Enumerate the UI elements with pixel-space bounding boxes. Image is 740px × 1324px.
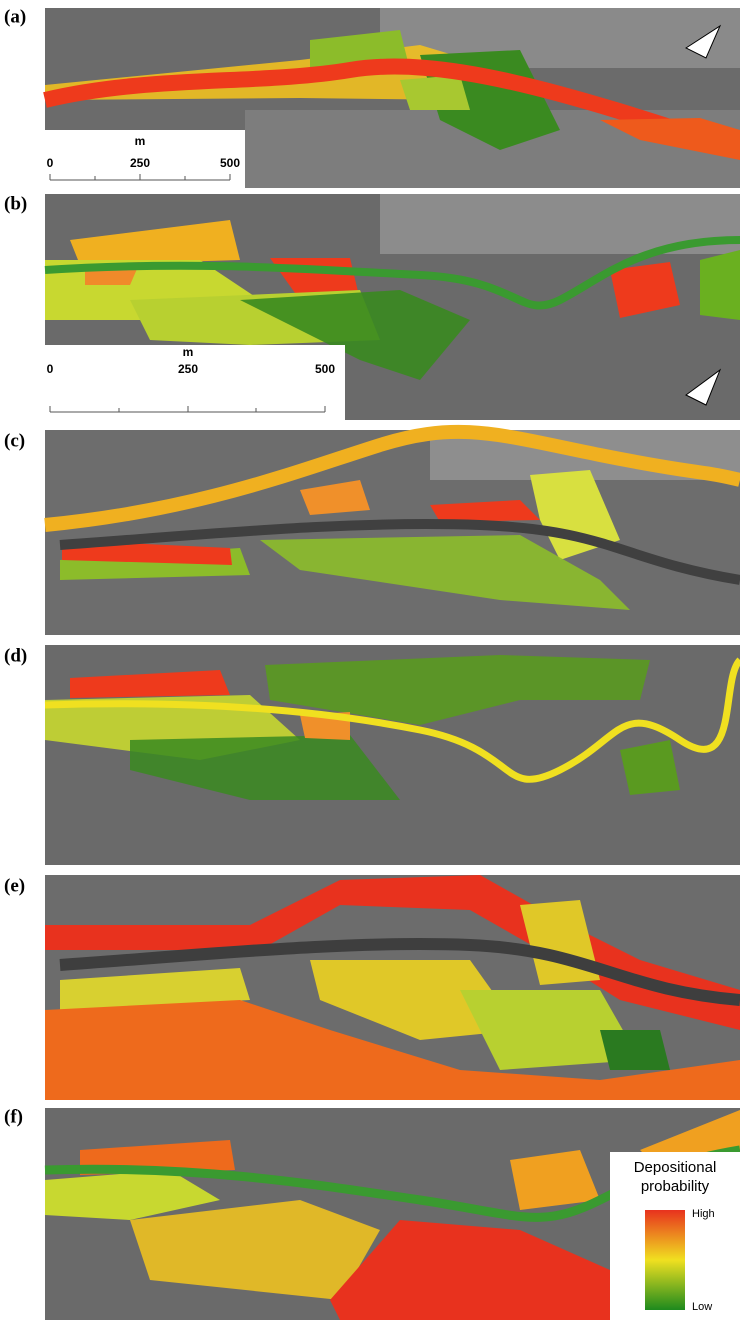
scale-unit: m bbox=[135, 134, 146, 148]
zone bbox=[700, 250, 740, 320]
zone bbox=[400, 75, 470, 110]
zone bbox=[620, 740, 680, 795]
scale-label: 0 bbox=[47, 362, 54, 376]
scale-label: 250 bbox=[178, 362, 198, 376]
legend-low: Low bbox=[692, 1301, 712, 1313]
zone bbox=[600, 1030, 670, 1070]
panel-d: (d) bbox=[4, 645, 740, 865]
page: {"panels": [{"label": "(a)"}, {"label": … bbox=[0, 0, 740, 1324]
panel-label: (f) bbox=[4, 1106, 23, 1127]
scale-label: 500 bbox=[315, 362, 335, 376]
legend-title: Depositional bbox=[634, 1159, 717, 1176]
panel-label: (d) bbox=[4, 645, 27, 666]
panel-f: Depositional probability High Low (f) bbox=[4, 1106, 740, 1320]
panel-label: (c) bbox=[4, 430, 25, 451]
scale-unit: m bbox=[183, 345, 194, 359]
panel-label: (b) bbox=[4, 193, 27, 214]
panel-e: (e) bbox=[4, 875, 740, 1100]
scale-label: 500 bbox=[220, 156, 240, 170]
scale-label: 250 bbox=[130, 156, 150, 170]
figure: m 0 250 500 (a) m 0 250 500 (b) bbox=[0, 0, 740, 1324]
legend-high: High bbox=[692, 1208, 715, 1220]
scale-label: 0 bbox=[47, 156, 54, 170]
panel-label: (a) bbox=[4, 6, 26, 27]
panel-a: m 0 250 500 (a) bbox=[4, 6, 740, 188]
panel-label: (e) bbox=[4, 875, 25, 896]
panel-b: m 0 250 500 (b) bbox=[4, 193, 740, 420]
legend-title: probability bbox=[641, 1178, 710, 1195]
panel-c: (c) bbox=[4, 430, 740, 635]
legend-gradient bbox=[645, 1210, 685, 1310]
